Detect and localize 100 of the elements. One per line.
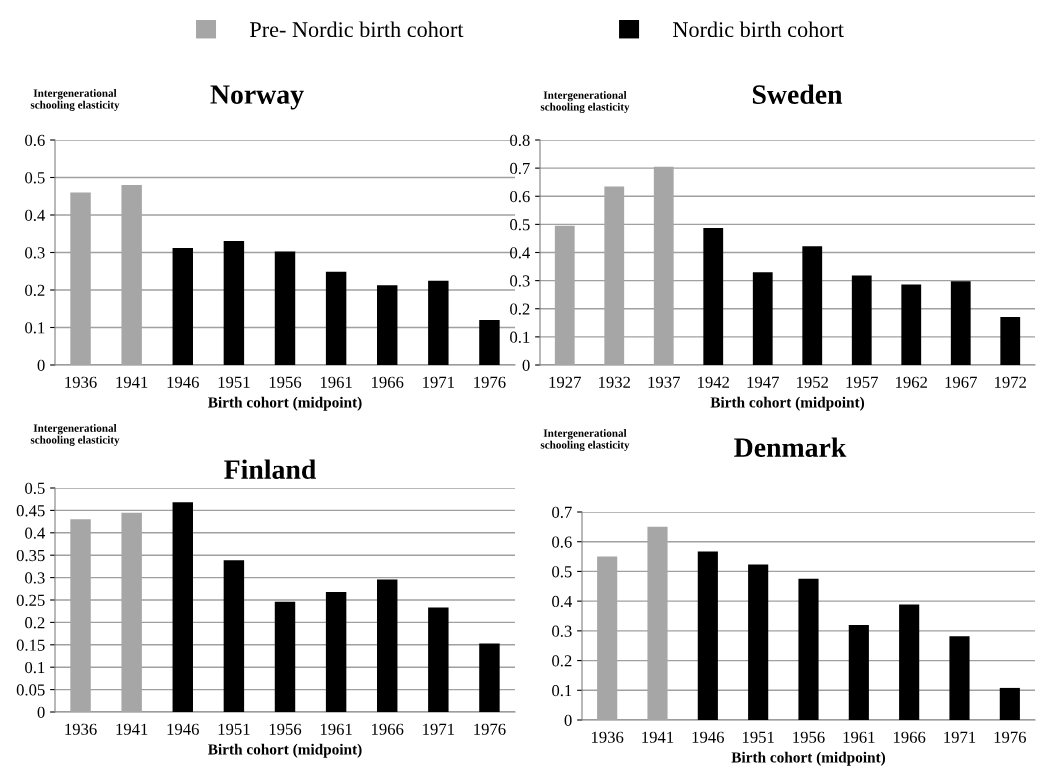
y-axis-title: Intergenerational schooling elasticity bbox=[30, 89, 120, 111]
x-tick-label: 1932 bbox=[599, 376, 630, 388]
y-tick-label: 0.2 bbox=[25, 284, 45, 297]
y-tick-label: 0.1 bbox=[552, 684, 572, 697]
bar bbox=[752, 272, 773, 365]
y-tick-label: 0 bbox=[564, 714, 572, 726]
bar bbox=[703, 228, 724, 365]
x-axis-title: Birth cohort (midpoint) bbox=[731, 751, 886, 766]
y-tick-label: 0.2 bbox=[25, 617, 45, 629]
bar bbox=[274, 251, 296, 365]
x-tick-label: 1976 bbox=[994, 731, 1026, 743]
bar bbox=[949, 636, 970, 720]
y-tick-label: 0.3 bbox=[510, 275, 530, 287]
x-tick-label: 1951 bbox=[218, 723, 250, 735]
bar bbox=[848, 624, 869, 720]
x-tick-label: 1976 bbox=[474, 723, 506, 735]
bar bbox=[325, 591, 347, 712]
y-tick-label: 0.3 bbox=[552, 625, 572, 637]
x-tick-label: 1941 bbox=[642, 731, 674, 743]
y-tick-label: 0.4 bbox=[510, 247, 531, 259]
x-tick-label: 1961 bbox=[843, 731, 875, 743]
y-axis-title: Intergenerational schooling elasticity bbox=[30, 424, 120, 446]
y-axis-title: Intergenerational schooling elasticity bbox=[540, 91, 630, 113]
y-tick-label: 0.1 bbox=[510, 331, 530, 343]
y-tick-label: 0.7 bbox=[510, 162, 530, 175]
bar bbox=[1000, 316, 1021, 365]
x-tick-label: 1971 bbox=[423, 723, 454, 735]
bar bbox=[479, 643, 500, 712]
y-tick-label: 0.45 bbox=[16, 505, 45, 517]
bar bbox=[479, 320, 500, 365]
x-tick-label: 1956 bbox=[269, 723, 302, 735]
bar bbox=[377, 285, 398, 365]
bar bbox=[172, 502, 193, 712]
x-tick-label: 1936 bbox=[65, 723, 97, 735]
chart-title: Finland bbox=[224, 459, 317, 479]
bar bbox=[325, 271, 347, 365]
bar bbox=[697, 551, 718, 720]
y-tick-label: 0.4 bbox=[25, 527, 46, 539]
y-tick-label: 0.5 bbox=[510, 219, 530, 231]
x-tick-label: 1941 bbox=[116, 723, 148, 735]
bar bbox=[428, 280, 449, 365]
y-tick-label: 0.6 bbox=[552, 536, 572, 548]
y-tick-label: 0.2 bbox=[510, 303, 530, 315]
y-axis-title: Intergenerational schooling elasticity bbox=[540, 429, 630, 451]
x-tick-label: 1936 bbox=[65, 376, 97, 388]
x-tick-label: 1946 bbox=[692, 731, 724, 743]
x-tick-label: 1972 bbox=[995, 376, 1026, 388]
y-tick-label: 0.6 bbox=[25, 134, 45, 147]
x-tick-label: 1966 bbox=[893, 731, 926, 743]
x-tick-label: 1961 bbox=[320, 723, 352, 735]
bar bbox=[172, 248, 193, 365]
x-tick-label: 1947 bbox=[747, 376, 779, 388]
chart-title: Sweden bbox=[752, 84, 843, 104]
x-tick-label: 1962 bbox=[896, 376, 927, 388]
bar bbox=[377, 579, 398, 712]
x-tick-label: 1941 bbox=[116, 376, 148, 388]
y-tick-label: 0.7 bbox=[552, 506, 572, 519]
x-tick-label: 1951 bbox=[742, 731, 774, 743]
y-tick-label: 0.3 bbox=[25, 572, 45, 584]
bar bbox=[223, 560, 245, 712]
x-axis-title: Birth cohort (midpoint) bbox=[710, 396, 865, 411]
x-tick-label: 1946 bbox=[167, 376, 199, 388]
x-tick-label: 1961 bbox=[320, 376, 352, 388]
y-tick-label: 0 bbox=[37, 706, 45, 718]
x-tick-label: 1927 bbox=[549, 376, 581, 388]
x-tick-label: 1966 bbox=[372, 376, 404, 388]
y-tick-label: 0 bbox=[37, 359, 45, 371]
y-tick-label: 0.5 bbox=[25, 172, 45, 184]
bar bbox=[999, 687, 1020, 720]
bar bbox=[851, 275, 872, 365]
y-tick-label: 0.25 bbox=[16, 594, 45, 607]
x-tick-label: 1946 bbox=[167, 723, 199, 735]
y-tick-label: 0.1 bbox=[25, 322, 45, 334]
bar bbox=[899, 604, 920, 720]
y-tick-label: 0.5 bbox=[552, 566, 572, 578]
x-tick-label: 1952 bbox=[797, 376, 828, 388]
x-tick-label: 1942 bbox=[698, 376, 729, 388]
bar bbox=[802, 246, 823, 365]
x-axis-title: Birth cohort (midpoint) bbox=[208, 396, 362, 411]
x-tick-label: 1976 bbox=[474, 376, 506, 388]
y-tick-label: 0.15 bbox=[16, 639, 45, 651]
y-tick-label: 0.8 bbox=[510, 134, 530, 147]
y-tick-label: 0.4 bbox=[25, 209, 46, 222]
legend-label: Nordic birth cohort bbox=[673, 21, 844, 38]
x-tick-label: 1966 bbox=[372, 723, 404, 735]
y-tick-label: 0.1 bbox=[25, 661, 45, 674]
y-tick-label: 0 bbox=[522, 359, 530, 371]
x-tick-label: 1937 bbox=[648, 376, 680, 388]
bar bbox=[428, 607, 449, 712]
y-tick-label: 0.2 bbox=[552, 655, 572, 667]
x-tick-label: 1971 bbox=[423, 376, 454, 388]
bar bbox=[748, 564, 769, 720]
y-tick-label: 0.35 bbox=[16, 549, 45, 562]
y-tick-label: 0.05 bbox=[16, 684, 45, 696]
x-tick-label: 1956 bbox=[793, 731, 825, 743]
x-tick-label: 1957 bbox=[846, 376, 878, 388]
chart-title: Denmark bbox=[734, 437, 847, 457]
bar bbox=[274, 601, 296, 712]
y-tick-label: 0.4 bbox=[552, 595, 573, 608]
x-tick-label: 1951 bbox=[218, 376, 250, 388]
